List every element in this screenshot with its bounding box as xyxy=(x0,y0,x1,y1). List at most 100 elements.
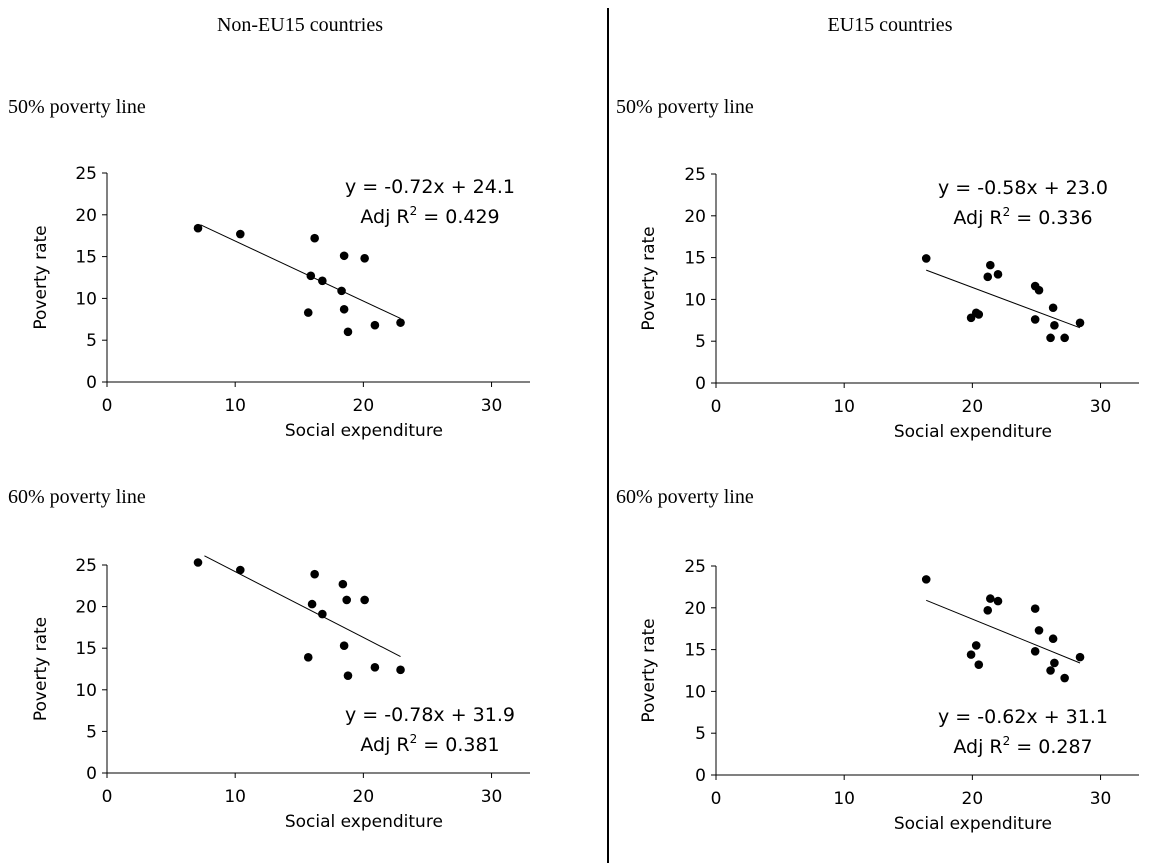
data-point xyxy=(337,286,346,296)
x-tick-label: 20 xyxy=(353,787,375,807)
y-tick-label: 10 xyxy=(684,682,706,702)
scatter-chart-nonEU-60: 0 5 10 15 20 25 0 10 20 30 Social expenditure Pover… xyxy=(31,555,530,832)
adjusted-r-squared: Adj R2 = 0.336 xyxy=(953,205,1092,229)
data-point xyxy=(1075,318,1085,328)
y-tick-label: 25 xyxy=(75,164,97,184)
x-tick-label: 30 xyxy=(481,396,503,416)
adjusted-r-squared: Adj R2 = 0.429 xyxy=(360,204,499,228)
trendline xyxy=(926,269,1081,329)
y-tick-label: 0 xyxy=(86,764,97,784)
data-point xyxy=(343,327,353,337)
y-tick-label: 20 xyxy=(684,207,706,227)
data-point xyxy=(360,595,369,605)
data-point xyxy=(1034,285,1044,295)
y-tick-label: 5 xyxy=(86,722,97,742)
regression-equation: y = -0.72x + 24.1 xyxy=(345,176,515,198)
data-point xyxy=(993,596,1003,606)
data-point xyxy=(318,609,327,619)
x-axis-label: Social expenditure xyxy=(285,421,443,441)
y-tick-label: 15 xyxy=(75,639,97,659)
x-tick-label: 0 xyxy=(102,787,113,807)
data-point xyxy=(1060,673,1069,683)
data-point xyxy=(1030,315,1040,324)
y-tick-label: 25 xyxy=(684,557,706,577)
data-point xyxy=(339,641,349,651)
data-point xyxy=(1046,666,1055,675)
y-tick-label: 15 xyxy=(684,641,706,661)
data-point xyxy=(1060,333,1069,343)
x-tick-label: 30 xyxy=(1090,397,1112,417)
regression-equation: y = -0.78x + 31.9 xyxy=(345,704,515,726)
y-tick-label: 5 xyxy=(86,331,97,351)
left-column-title: Non-EU15 countries xyxy=(216,14,384,36)
regression-equation: y = -0.58x + 23.0 xyxy=(938,177,1108,199)
trendline xyxy=(926,599,1081,664)
y-tick-label: 10 xyxy=(684,290,706,310)
y-tick-label: 25 xyxy=(75,556,97,576)
y-tick-label: 20 xyxy=(75,598,97,618)
adjusted-r-squared: Adj R2 = 0.381 xyxy=(360,732,499,756)
data-point xyxy=(396,318,405,327)
data-point xyxy=(974,660,984,669)
y-axis-label: Poverty rate xyxy=(31,617,51,721)
x-tick-label: 10 xyxy=(224,396,246,416)
data-point xyxy=(971,641,981,650)
y-axis-label: Poverty rate xyxy=(31,225,51,329)
data-point xyxy=(303,653,313,662)
data-point xyxy=(396,665,405,675)
x-tick-label: 10 xyxy=(833,397,855,417)
data-point xyxy=(983,606,993,615)
panel-title-nonEU-60: 60% poverty line xyxy=(8,486,146,508)
regression-equation: y = -0.62x + 31.1 xyxy=(938,706,1108,728)
data-point xyxy=(921,254,931,263)
y-axis-label: Poverty rate xyxy=(639,618,659,722)
data-point xyxy=(193,558,203,567)
y-tick-label: 5 xyxy=(695,332,706,352)
y-tick-label: 25 xyxy=(684,165,706,185)
data-point xyxy=(1048,303,1058,313)
data-point xyxy=(966,313,976,323)
data-point xyxy=(343,671,353,680)
data-point xyxy=(303,308,313,317)
scatter-chart-EU-50: 0 5 10 15 20 25 0 10 20 30 Social expenditure Pover… xyxy=(639,165,1139,442)
data-point xyxy=(338,579,348,589)
x-axis-label: Social expenditure xyxy=(285,812,443,832)
data-point xyxy=(307,599,317,609)
x-tick-label: 0 xyxy=(711,397,722,417)
data-point xyxy=(236,229,245,239)
data-point xyxy=(339,251,349,261)
y-tick-label: 15 xyxy=(75,248,97,268)
data-point xyxy=(360,253,369,263)
trendline xyxy=(200,224,401,319)
data-point xyxy=(1034,626,1044,635)
y-tick-label: 20 xyxy=(75,206,97,226)
data-point xyxy=(339,304,349,314)
x-axis-label: Social expenditure xyxy=(894,422,1052,442)
scatter-chart-nonEU-50: 0 5 10 15 20 25 0 10 20 30 Social expenditure Pover… xyxy=(31,164,530,441)
data-point xyxy=(1030,646,1040,656)
trendline xyxy=(204,555,401,657)
adjusted-r-squared: Adj R2 = 0.287 xyxy=(953,734,1092,758)
x-tick-label: 20 xyxy=(962,789,984,809)
panel-title-EU-60: 60% poverty line xyxy=(616,486,754,508)
x-tick-label: 0 xyxy=(711,789,722,809)
x-tick-label: 20 xyxy=(962,397,984,417)
data-point xyxy=(974,310,984,319)
data-point xyxy=(318,276,327,286)
data-point xyxy=(1050,658,1059,668)
scatter-chart-EU-60: 0 5 10 15 20 25 0 10 20 30 Social expenditure Pover… xyxy=(639,557,1139,834)
x-tick-label: 30 xyxy=(481,787,503,807)
x-tick-label: 10 xyxy=(833,789,855,809)
y-tick-label: 20 xyxy=(684,599,706,619)
data-point xyxy=(193,223,203,233)
data-point xyxy=(986,260,995,270)
data-point xyxy=(236,565,245,575)
data-point xyxy=(983,272,993,282)
data-point xyxy=(986,594,995,603)
x-axis-label: Social expenditure xyxy=(894,814,1052,834)
panel-title-EU-50: 50% poverty line xyxy=(616,96,754,118)
y-tick-label: 0 xyxy=(695,766,706,786)
panel-title-nonEU-50: 50% poverty line xyxy=(8,96,146,118)
data-point xyxy=(342,595,352,605)
y-axis-label: Poverty rate xyxy=(639,226,659,330)
